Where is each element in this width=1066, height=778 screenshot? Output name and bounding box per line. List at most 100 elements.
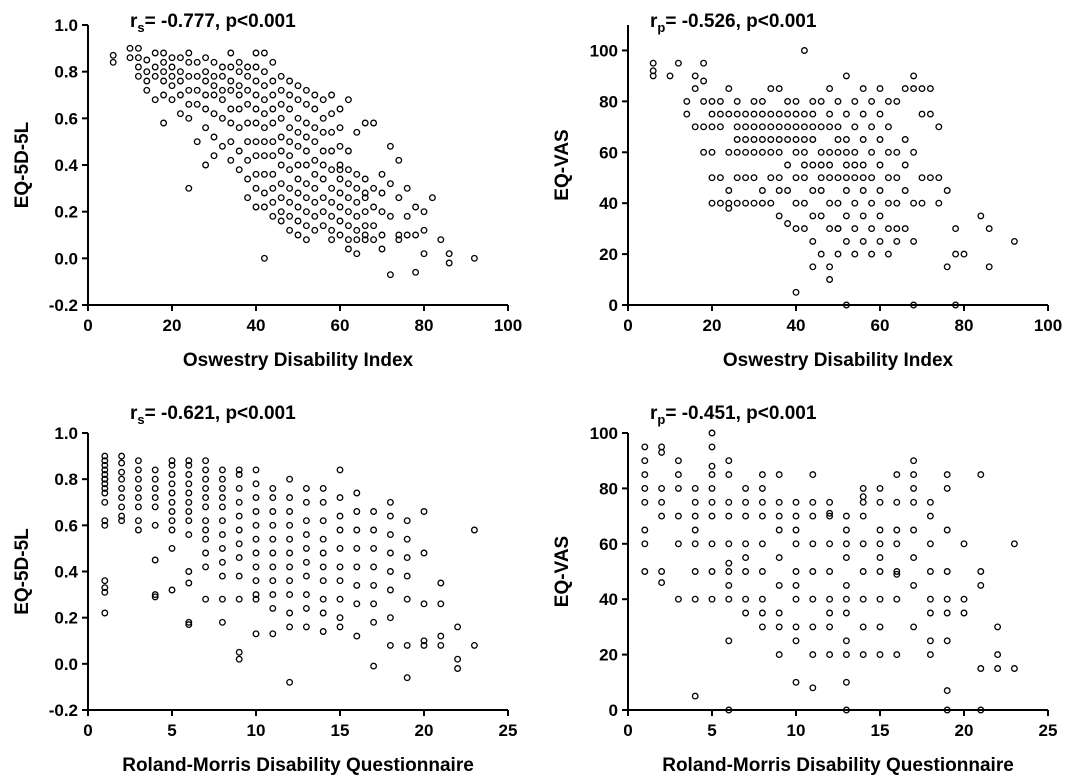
data-point — [758, 471, 766, 479]
data-point — [901, 187, 909, 194]
data-point — [218, 142, 226, 150]
data-point — [151, 49, 159, 57]
data-point — [918, 199, 926, 207]
data-point — [218, 572, 226, 580]
data-point — [809, 187, 817, 194]
data-point — [842, 237, 850, 245]
data-point — [185, 58, 193, 66]
data-point — [235, 498, 243, 506]
data-point — [893, 595, 901, 603]
data-point — [842, 512, 850, 520]
data-point — [809, 498, 817, 506]
data-point — [218, 96, 226, 104]
data-point — [336, 231, 344, 239]
data-point — [386, 212, 394, 220]
data-point — [311, 138, 319, 146]
data-point — [926, 609, 934, 617]
data-point — [725, 85, 733, 93]
data-point — [868, 97, 876, 105]
data-point — [750, 174, 758, 182]
x-tick-label: 100 — [1034, 316, 1062, 335]
data-point — [235, 512, 243, 520]
data-point — [742, 123, 750, 131]
data-point — [733, 123, 741, 131]
data-point — [826, 174, 834, 182]
data-point — [859, 212, 867, 220]
y-tick-label: 0.4 — [54, 156, 78, 175]
data-point — [826, 263, 834, 271]
data-point — [851, 161, 859, 169]
data-point — [868, 123, 876, 131]
data-point — [851, 225, 859, 233]
data-point — [725, 498, 733, 506]
data-point — [784, 136, 792, 143]
data-point — [977, 212, 985, 220]
data-point — [252, 466, 260, 474]
data-point — [252, 63, 260, 71]
data-point — [118, 452, 126, 460]
data-point — [868, 174, 876, 182]
data-point — [202, 526, 210, 534]
data-point — [826, 225, 834, 233]
data-point — [817, 250, 825, 258]
data-point — [252, 91, 260, 99]
data-point — [109, 51, 117, 59]
data-point — [842, 136, 850, 143]
data-point — [319, 175, 327, 183]
data-point — [792, 225, 800, 233]
data-point — [328, 110, 336, 118]
data-point — [361, 208, 369, 216]
data-point — [725, 471, 733, 479]
data-point — [244, 72, 252, 80]
data-point — [235, 105, 243, 113]
data-point — [185, 184, 193, 192]
data-point — [252, 591, 260, 599]
data-point — [935, 123, 943, 131]
data-point — [725, 559, 733, 567]
x-tick-label: 25 — [499, 721, 518, 740]
data-point — [260, 138, 268, 146]
data-point — [252, 494, 260, 502]
data-point — [269, 494, 277, 502]
data-point — [277, 161, 285, 169]
y-axis-label: EQ-VAS — [552, 536, 573, 607]
data-point — [176, 110, 184, 118]
data-point — [742, 554, 750, 562]
data-point — [901, 136, 909, 143]
data-point — [884, 225, 892, 233]
data-point — [143, 56, 151, 64]
data-point — [658, 568, 666, 575]
data-point — [302, 531, 310, 539]
data-point — [353, 128, 361, 136]
data-point — [202, 484, 210, 492]
data-point — [319, 628, 327, 635]
data-point — [336, 161, 344, 169]
data-point — [185, 461, 193, 469]
data-point — [716, 174, 724, 182]
x-tick-label: 20 — [955, 721, 974, 740]
data-point — [353, 600, 361, 608]
data-point — [218, 503, 226, 511]
data-point — [134, 494, 142, 502]
data-point — [134, 44, 142, 52]
data-point — [809, 512, 817, 520]
data-point — [641, 540, 649, 548]
data-point — [658, 443, 666, 451]
data-point — [319, 161, 327, 169]
data-point — [235, 82, 243, 90]
y-tick-label: 60 — [599, 143, 618, 162]
x-tick-label: 40 — [247, 316, 266, 335]
data-point — [218, 558, 226, 566]
data-point — [277, 72, 285, 80]
data-point — [893, 540, 901, 548]
y-tick-label: 100 — [590, 424, 618, 443]
data-point — [386, 512, 394, 520]
x-tick-label: 60 — [331, 316, 350, 335]
data-point — [859, 161, 867, 169]
data-point — [842, 526, 850, 534]
data-point — [792, 540, 800, 548]
data-point — [826, 651, 834, 659]
data-point — [725, 110, 733, 118]
data-point — [420, 508, 428, 515]
data-point — [826, 148, 834, 156]
